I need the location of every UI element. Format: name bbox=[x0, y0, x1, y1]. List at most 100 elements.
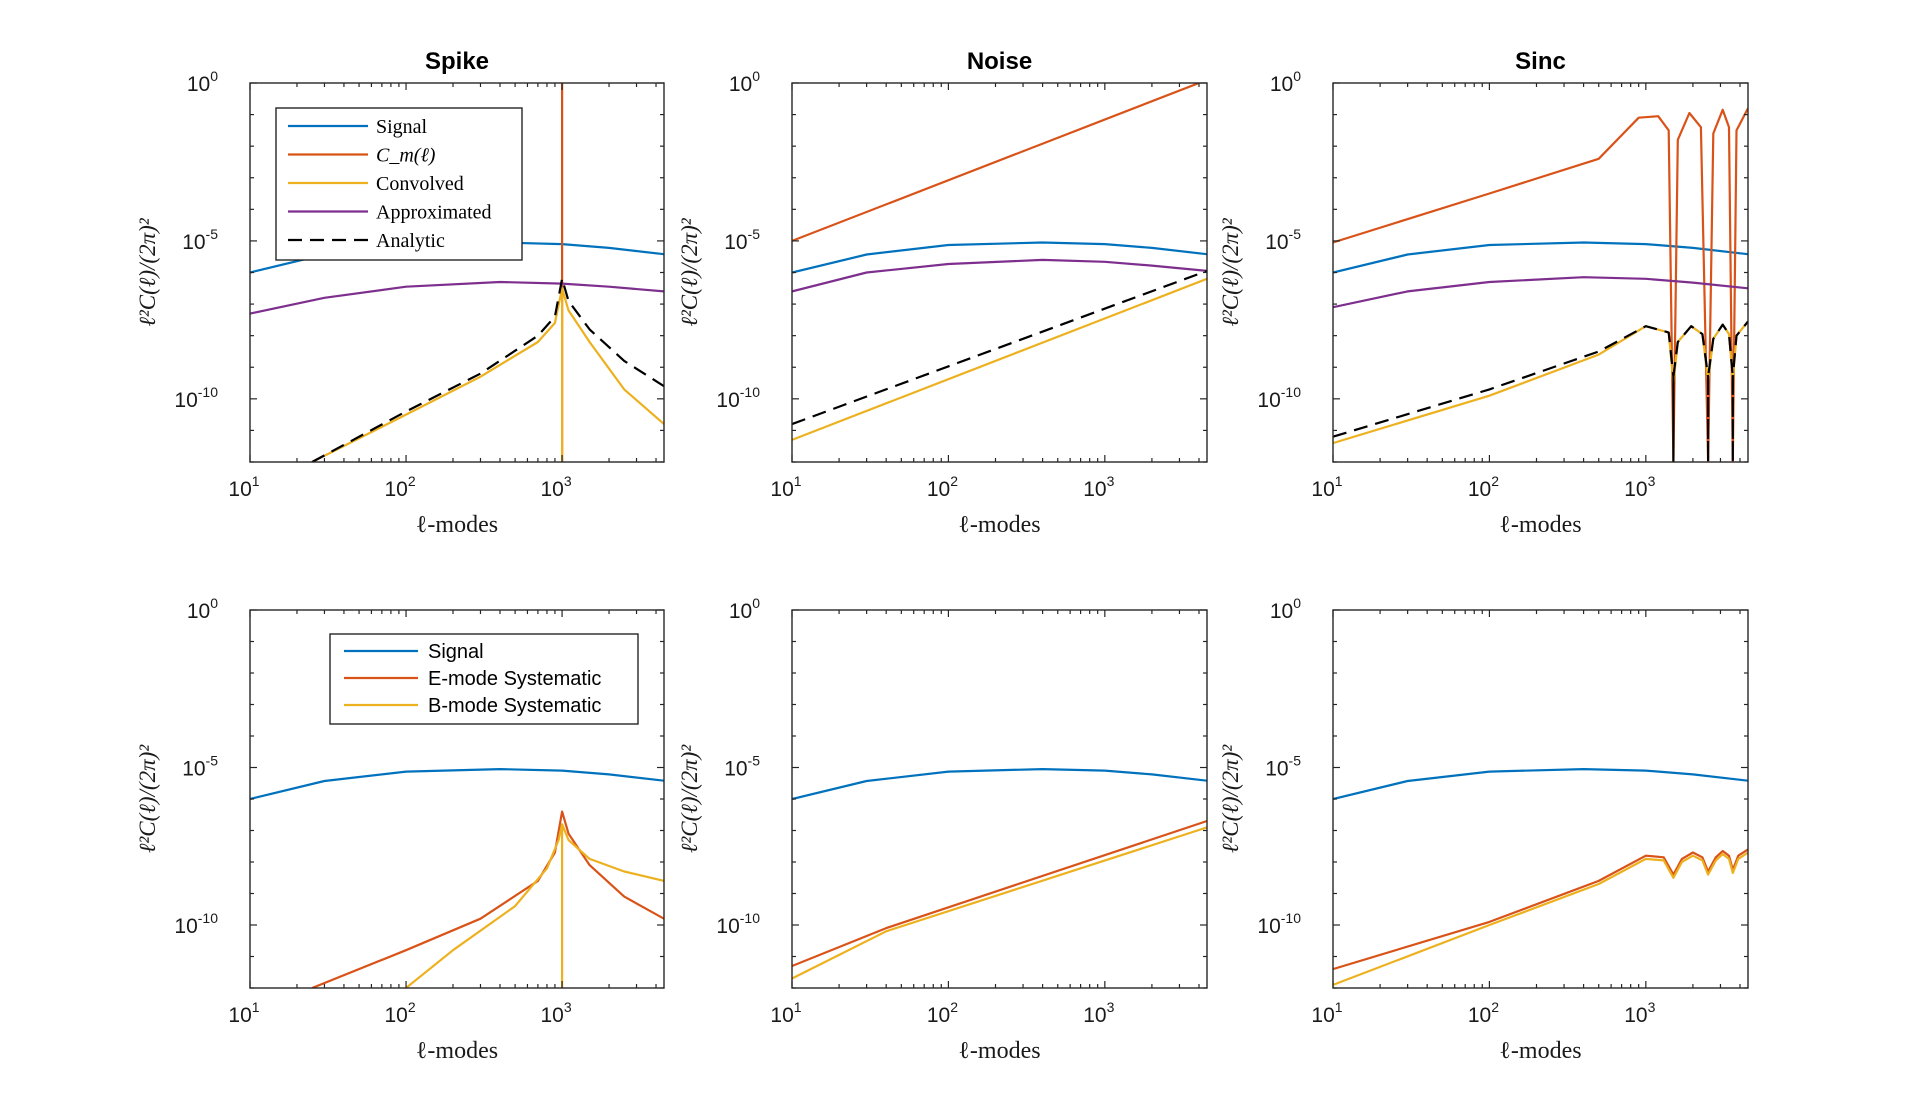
x-tick-label-base: 10 bbox=[228, 1004, 251, 1027]
x-tick-label-base: 10 bbox=[1083, 478, 1106, 501]
y-tick-label-exponent: -5 bbox=[206, 226, 219, 242]
y-tick-label-exponent: 0 bbox=[210, 68, 218, 84]
x-tick-label: 102 bbox=[1468, 473, 1499, 501]
y-tick-label-exponent: -10 bbox=[1281, 384, 1301, 400]
series-group bbox=[792, 83, 1207, 441]
x-axis-label: ℓ-modes bbox=[416, 1038, 498, 1064]
x-axis-label: ℓ-modes bbox=[416, 512, 498, 538]
y-axis-label: ℓ²C(ℓ)/(2π)² bbox=[677, 217, 702, 326]
legend-entry-label: Signal bbox=[428, 641, 484, 663]
x-tick-label-exponent: 2 bbox=[1491, 473, 1499, 489]
y-tick-label: 10-5 bbox=[724, 753, 760, 781]
x-tick-label-exponent: 3 bbox=[1648, 999, 1656, 1015]
x-tick-label-base: 10 bbox=[1624, 1004, 1647, 1027]
x-tick-label-exponent: 2 bbox=[950, 999, 958, 1015]
series-group bbox=[1333, 767, 1748, 986]
legend-entry-label: Signal bbox=[376, 116, 428, 138]
y-tick-label-base: 10 bbox=[729, 600, 752, 623]
x-tick-label-exponent: 3 bbox=[1648, 473, 1656, 489]
x-tick-label: 101 bbox=[1311, 999, 1342, 1027]
y-tick-label-base: 10 bbox=[174, 915, 197, 938]
series-line-signal bbox=[792, 241, 1207, 274]
x-tick-label: 103 bbox=[1083, 999, 1114, 1027]
y-tick-label-exponent: -5 bbox=[748, 753, 761, 769]
series-line-e-mode-systematic bbox=[311, 810, 664, 988]
series-line-b-mode-systematic bbox=[792, 826, 1207, 980]
x-tick-label-exponent: 1 bbox=[252, 473, 260, 489]
x-tick-label: 102 bbox=[384, 473, 415, 501]
y-tick-label-base: 10 bbox=[174, 389, 197, 412]
plot-area bbox=[1333, 83, 1748, 462]
y-tick-label-exponent: -10 bbox=[198, 910, 218, 926]
y-tick-label: 10-5 bbox=[1265, 753, 1301, 781]
x-tick-label-exponent: 2 bbox=[1491, 999, 1499, 1015]
y-tick-label-base: 10 bbox=[187, 600, 210, 623]
x-axis-label: ℓ-modes bbox=[958, 512, 1040, 538]
x-tick-label-base: 10 bbox=[770, 1004, 793, 1027]
y-tick-label: 100 bbox=[187, 68, 218, 96]
x-tick-label-base: 10 bbox=[1468, 1004, 1491, 1027]
legend-entry-label: Convolved bbox=[376, 173, 464, 195]
y-tick-label-exponent: -5 bbox=[206, 753, 219, 769]
plot-area bbox=[1333, 610, 1748, 988]
x-tick-label-exponent: 1 bbox=[252, 999, 260, 1015]
series-line-analytic bbox=[311, 277, 664, 462]
x-tick-label-exponent: 1 bbox=[1335, 999, 1343, 1015]
x-tick-label-base: 10 bbox=[540, 478, 563, 501]
x-tick-label: 103 bbox=[1624, 999, 1655, 1027]
series-line-approximated bbox=[250, 280, 664, 315]
y-axis-label: ℓ²C(ℓ)/(2π)² bbox=[677, 744, 702, 853]
x-tick-label: 101 bbox=[228, 999, 259, 1027]
series-line-signal bbox=[1333, 241, 1748, 274]
x-tick-label: 101 bbox=[228, 473, 259, 501]
x-axis-label: ℓ-modes bbox=[1499, 1038, 1581, 1064]
y-tick-label-exponent: 0 bbox=[1293, 68, 1301, 84]
legend: Signal C_m(ℓ) Convolved Approximated Analyti… bbox=[275, 107, 523, 261]
series-line-e-mode-systematic bbox=[792, 819, 1207, 968]
x-tick-label-base: 10 bbox=[770, 478, 793, 501]
y-axis-label: ℓ²C(ℓ)/(2π)² bbox=[1218, 744, 1243, 853]
x-tick-label: 102 bbox=[1468, 999, 1499, 1027]
series-line-analytic bbox=[1333, 320, 1748, 462]
x-tick-label-exponent: 1 bbox=[1335, 473, 1343, 489]
y-tick-label: 10-10 bbox=[174, 910, 218, 938]
x-tick-label-base: 10 bbox=[228, 478, 251, 501]
y-tick-label-exponent: 0 bbox=[1293, 595, 1301, 611]
y-tick-label-exponent: -5 bbox=[1289, 753, 1302, 769]
chart-title: Spike bbox=[425, 48, 489, 75]
y-tick-label-base: 10 bbox=[187, 73, 210, 96]
x-tick-label-base: 10 bbox=[384, 478, 407, 501]
chart-title: Sinc bbox=[1515, 48, 1566, 75]
series-group bbox=[250, 767, 664, 988]
x-tick-label-base: 10 bbox=[540, 1004, 563, 1027]
y-tick-label-base: 10 bbox=[182, 758, 205, 781]
panel-top-spike: 101 102 10310010-510-10ℓ-modesℓ²C(ℓ)/(2π)²… bbox=[135, 48, 665, 538]
y-tick-label-base: 10 bbox=[182, 231, 205, 254]
x-tick-label-exponent: 3 bbox=[1107, 999, 1115, 1015]
series-line-c-m- bbox=[1333, 107, 1748, 462]
series-line-analytic bbox=[792, 269, 1207, 426]
x-tick-label-exponent: 3 bbox=[1107, 473, 1115, 489]
x-axis-label: ℓ-modes bbox=[958, 1038, 1040, 1064]
y-tick-label: 100 bbox=[729, 68, 760, 96]
series-line-approximated bbox=[792, 258, 1207, 293]
x-tick-label-base: 10 bbox=[1311, 1004, 1334, 1027]
panel-top-noise: 101 102 10310010-510-10ℓ-modesℓ²C(ℓ)/(2π)²… bbox=[677, 48, 1208, 538]
y-tick-label: 10-10 bbox=[716, 384, 760, 412]
y-tick-label-base: 10 bbox=[1257, 915, 1280, 938]
y-tick-label-base: 10 bbox=[729, 73, 752, 96]
legend-entry-label: Approximated bbox=[376, 202, 492, 224]
x-tick-label: 101 bbox=[1311, 473, 1342, 501]
y-tick-label-exponent: -10 bbox=[740, 384, 760, 400]
x-axis-label: ℓ-modes bbox=[1499, 512, 1581, 538]
x-tick-label: 103 bbox=[1624, 473, 1655, 501]
x-tick-label-base: 10 bbox=[927, 1004, 950, 1027]
legend-entry-label: B-mode Systematic bbox=[428, 695, 601, 717]
y-tick-label: 10-5 bbox=[182, 753, 218, 781]
y-tick-label-exponent: 0 bbox=[752, 68, 760, 84]
y-tick-label-base: 10 bbox=[716, 915, 739, 938]
x-tick-label-base: 10 bbox=[1083, 1004, 1106, 1027]
y-tick-label-exponent: -10 bbox=[1281, 910, 1301, 926]
y-tick-label-exponent: 0 bbox=[752, 595, 760, 611]
